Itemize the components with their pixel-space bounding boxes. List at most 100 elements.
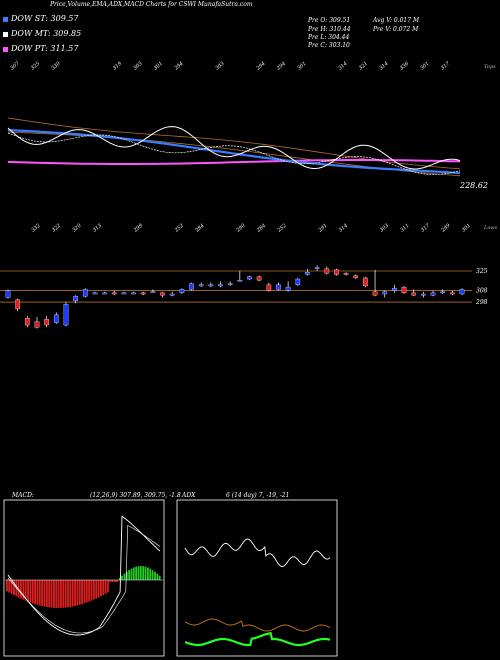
candle-body-11 — [111, 292, 117, 295]
macd-bar-51 — [125, 571, 128, 580]
candle-body-28 — [276, 284, 281, 290]
candle-body-0 — [5, 290, 11, 298]
dow-mt-line — [7, 132, 461, 175]
candles — [5, 265, 465, 329]
legend-mt: DOW MT: 309.85 — [11, 29, 82, 38]
top-marker-1: 325 — [30, 61, 41, 72]
top-marker-13: 294 — [275, 61, 287, 72]
candle-body-40 — [392, 288, 397, 291]
top-marker-18: 314 — [378, 61, 389, 72]
macd-bar-7 — [22, 580, 25, 600]
candle-body-32 — [314, 267, 320, 269]
macd-bar-53 — [130, 568, 133, 580]
macd-bar-65 — [158, 575, 161, 580]
lows-labels: 332 322 320 313 299 252 284 290 284 252 291 314 303 3… — [30, 222, 472, 234]
info-pre-close: Pre C: 303.10 — [308, 42, 350, 49]
top-marker-17: 321 — [358, 61, 369, 72]
macd-bar-57 — [139, 566, 142, 580]
macd-histogram — [5, 566, 163, 608]
low-marker-20: 299 — [440, 222, 453, 234]
top-marker-8: 294 — [173, 61, 185, 72]
macd-bar-2 — [10, 580, 13, 594]
level-label-298: 298 — [475, 299, 488, 306]
macd-bar-10 — [29, 580, 32, 603]
candle-body-14 — [140, 292, 146, 295]
candle-body-36 — [353, 275, 359, 279]
macd-bar-61 — [149, 568, 152, 580]
macd-bar-13 — [36, 580, 39, 605]
macd-bar-17 — [45, 580, 48, 608]
macd-bar-44 — [109, 580, 112, 582]
macd-bar-37 — [92, 580, 95, 600]
macd-bar-9 — [27, 580, 29, 602]
candle-body-23 — [227, 283, 233, 285]
macd-bar-14 — [38, 580, 41, 606]
macd-bar-25 — [64, 580, 67, 608]
candle-body-20 — [198, 284, 204, 287]
macd-bar-54 — [132, 567, 135, 580]
low-marker-11: 284 — [255, 223, 267, 234]
macd-bar-46 — [114, 580, 116, 582]
legend-st: DOW ST: 309.57 — [11, 14, 79, 23]
current-value-label: 228.62 — [460, 181, 488, 190]
low-marker-8: 284 — [194, 223, 206, 234]
macd-bar-58 — [142, 566, 145, 580]
candle-body-34 — [334, 269, 339, 275]
macd-bar-18 — [48, 580, 51, 608]
macd-bar-43 — [107, 580, 109, 593]
candle-body-13 — [131, 292, 136, 295]
macd-values: (12,26,9) 307.89, 309.75, -1.8 — [90, 492, 181, 499]
macd-bar-12 — [34, 580, 36, 605]
info-avg-vol: Avg V: 0.017 M — [373, 17, 420, 24]
low-marker-17: 303 — [379, 223, 390, 234]
top-marker-19: 336 — [399, 60, 411, 71]
top-marker-21: 317 — [440, 60, 452, 71]
candle-body-18 — [179, 289, 185, 293]
candle-body-5 — [53, 314, 59, 323]
candle-body-42 — [411, 292, 417, 296]
macd-bar-8 — [24, 580, 27, 601]
macd-bar-64 — [156, 573, 159, 580]
macd-bar-41 — [102, 580, 105, 596]
legend-swatch-pt — [3, 47, 8, 52]
adx-line — [184, 631, 331, 647]
low-marker-19: 317 — [420, 222, 432, 233]
low-marker-5: 299 — [132, 222, 145, 234]
info-pre-open: Pre O: 309.51 — [308, 17, 351, 24]
tops-label: Tops — [484, 64, 496, 70]
macd-bar-29 — [74, 580, 76, 607]
candle-body-27 — [266, 284, 272, 291]
candle-body-45 — [440, 291, 446, 294]
top-marker-14: 301 — [296, 61, 307, 72]
candle-body-46 — [449, 292, 455, 295]
candle-body-38 — [372, 291, 378, 296]
low-marker-12: 252 — [276, 223, 288, 234]
macd-bar-55 — [135, 566, 138, 580]
candle-body-25 — [247, 276, 252, 280]
top-marker-20: 301 — [419, 61, 430, 72]
macd-bar-11 — [31, 580, 34, 604]
low-marker-0: 332 — [30, 223, 41, 234]
low-marker-18: 311 — [399, 223, 410, 234]
candle-body-39 — [382, 291, 388, 295]
legend-swatch-mt — [3, 32, 8, 37]
low-marker-2: 320 — [71, 222, 83, 233]
macd-bar-49 — [121, 575, 123, 580]
macd-bar-39 — [97, 580, 100, 598]
candle-body-12 — [121, 292, 127, 295]
price-close-line — [7, 126, 461, 170]
adx-plus-di-line — [184, 618, 331, 632]
top-marker-0: 307 — [9, 60, 21, 71]
legend-swatch-st — [3, 17, 8, 22]
candle-body-22 — [218, 284, 223, 287]
candle-body-35 — [343, 273, 349, 275]
macd-bar-48 — [118, 577, 121, 580]
low-marker-15: 314 — [338, 223, 349, 234]
macd-bar-47 — [116, 580, 119, 582]
macd-bar-22 — [57, 580, 60, 608]
macd-bar-26 — [67, 580, 69, 608]
candle-body-41 — [401, 286, 407, 294]
macd-bar-38 — [95, 580, 98, 599]
